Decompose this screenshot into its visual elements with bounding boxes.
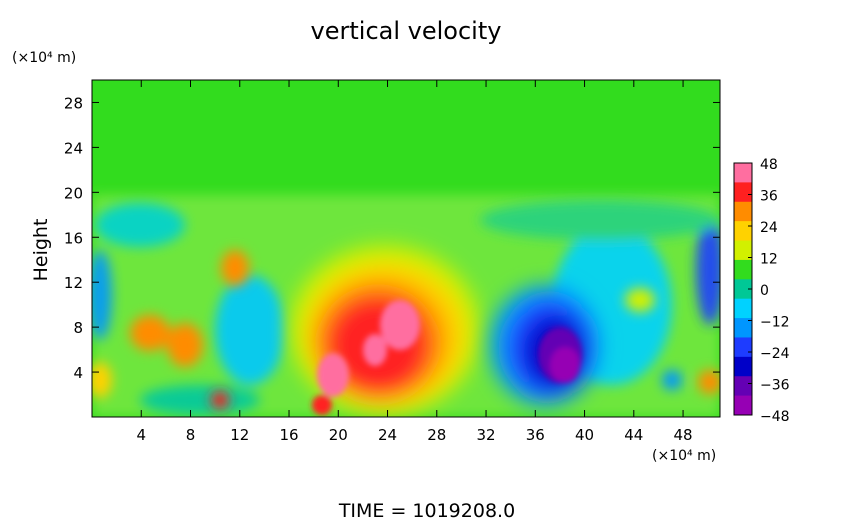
x-tick-label: 8	[186, 426, 196, 444]
colorbar-swatch	[734, 337, 752, 358]
colorbar-label: 12	[760, 252, 778, 268]
y-tick-label: 4	[73, 364, 83, 382]
y-tick-label: 24	[64, 139, 83, 157]
chart-title: vertical velocity	[311, 17, 502, 45]
x-tick-label: 24	[378, 426, 397, 444]
colorbar-swatch	[734, 279, 752, 300]
colorbar-swatch	[734, 240, 752, 261]
colorbar-swatch	[734, 182, 752, 203]
x-tick-label: 4	[136, 426, 146, 444]
colorbar-label: 36	[760, 189, 778, 205]
y-axis-label: Height	[30, 219, 52, 282]
x-tick-label: 28	[427, 426, 446, 444]
colorbar-swatch	[734, 221, 752, 242]
y-tick-label: 20	[64, 184, 83, 202]
y-unit-label: (×10⁴ m)	[12, 50, 76, 66]
y-tick-label: 28	[64, 94, 83, 112]
x-tick-label: 32	[476, 426, 495, 444]
colorbar-swatch	[734, 376, 752, 397]
heatmap-field	[92, 80, 720, 417]
colorbar-label: −12	[760, 315, 790, 331]
colorbar: 48 36 24 12 0 −12 −24 −36 −48	[733, 157, 790, 425]
y-ticks: 4 8 12 16 20 24 28	[64, 94, 720, 382]
colorbar-label: 24	[760, 220, 778, 236]
x-tick-label: 40	[575, 426, 594, 444]
colorbar-swatch	[734, 298, 752, 319]
colorbar-label: 0	[760, 283, 769, 299]
x-tick-label: 36	[526, 426, 545, 444]
colorbar-label: −36	[760, 378, 790, 394]
colorbar-label: −24	[760, 346, 790, 362]
colorbar-swatch	[734, 163, 752, 183]
colorbar-swatch	[734, 259, 752, 280]
y-tick-label: 8	[73, 319, 83, 337]
x-unit-label: (×10⁴ m)	[652, 448, 716, 464]
y-tick-label: 16	[64, 229, 83, 247]
x-tick-label: 12	[230, 426, 249, 444]
x-tick-label: 16	[279, 426, 298, 444]
colorbar-swatch	[734, 395, 752, 416]
plot-frame	[91, 79, 721, 418]
colorbar-label: 48	[760, 157, 778, 173]
colorbar-label: −48	[760, 409, 790, 425]
x-tick-label: 44	[624, 426, 643, 444]
colorbar-swatch	[734, 201, 752, 222]
colorbar-swatch	[734, 318, 752, 338]
colorbar-swatch	[734, 356, 752, 377]
x-ticks: 4 8 12 16 20 24 28 32 36 40 44 48	[136, 80, 693, 444]
x-tick-label: 48	[674, 426, 693, 444]
time-footer: TIME = 1019208.0	[338, 500, 515, 519]
x-tick-label: 20	[329, 426, 348, 444]
y-tick-label: 12	[64, 274, 83, 292]
